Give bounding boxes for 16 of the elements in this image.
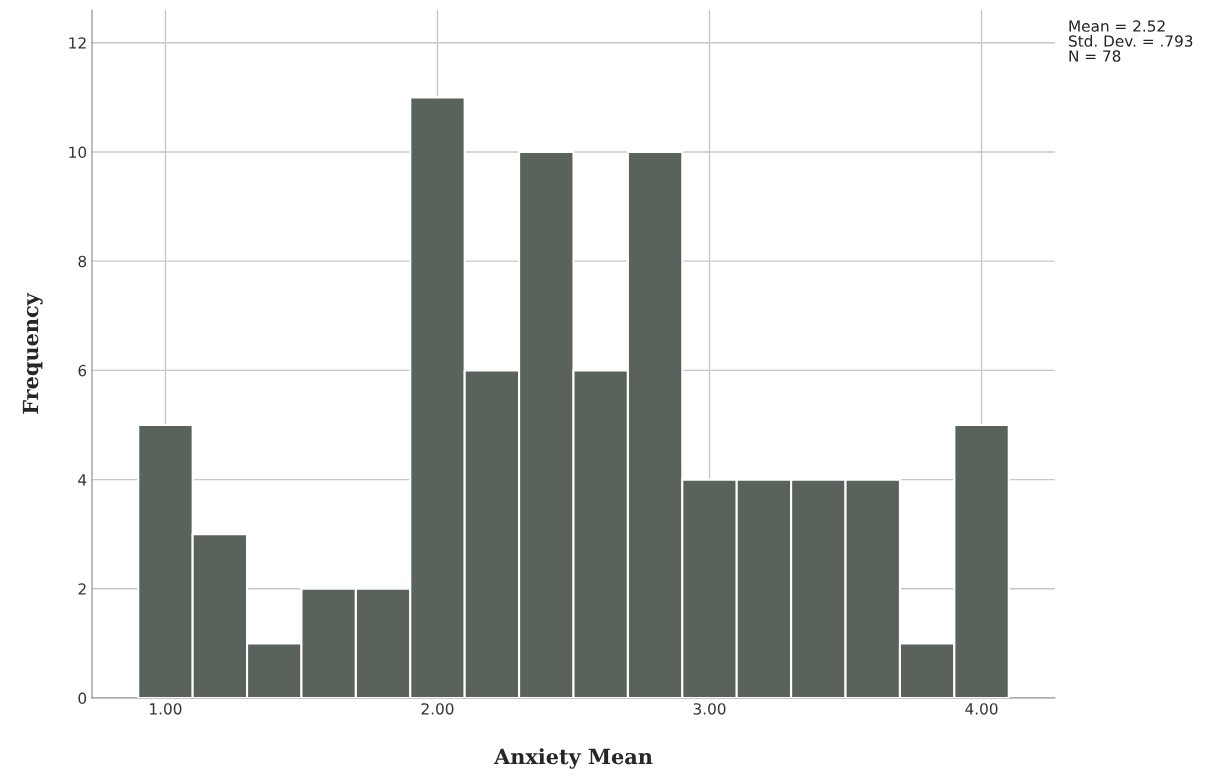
x-tick-label: 1.00 xyxy=(150,703,182,715)
y-tick-label: 2 xyxy=(78,583,86,595)
x-tick-label: 2.00 xyxy=(421,703,454,715)
y-axis-title: Frequency xyxy=(22,292,43,414)
y-tick-label: 6 xyxy=(78,364,87,377)
y-tick-label: 12 xyxy=(69,37,86,49)
y-tick-label: 0 xyxy=(78,692,87,705)
text: Std. Dev. = .793 xyxy=(1069,35,1193,47)
x-axis-title: Anxiety Mean xyxy=(493,748,653,769)
y-tick-label: 4 xyxy=(78,474,87,486)
y-tick-label: 8 xyxy=(78,255,87,268)
text: N = 78 xyxy=(1069,50,1121,62)
x-tick-label: 3.00 xyxy=(693,703,726,715)
text: Mean = 2.52 xyxy=(1069,20,1165,32)
y-tick-label: 10 xyxy=(69,146,87,158)
x-tick-label: 4.00 xyxy=(965,703,998,715)
